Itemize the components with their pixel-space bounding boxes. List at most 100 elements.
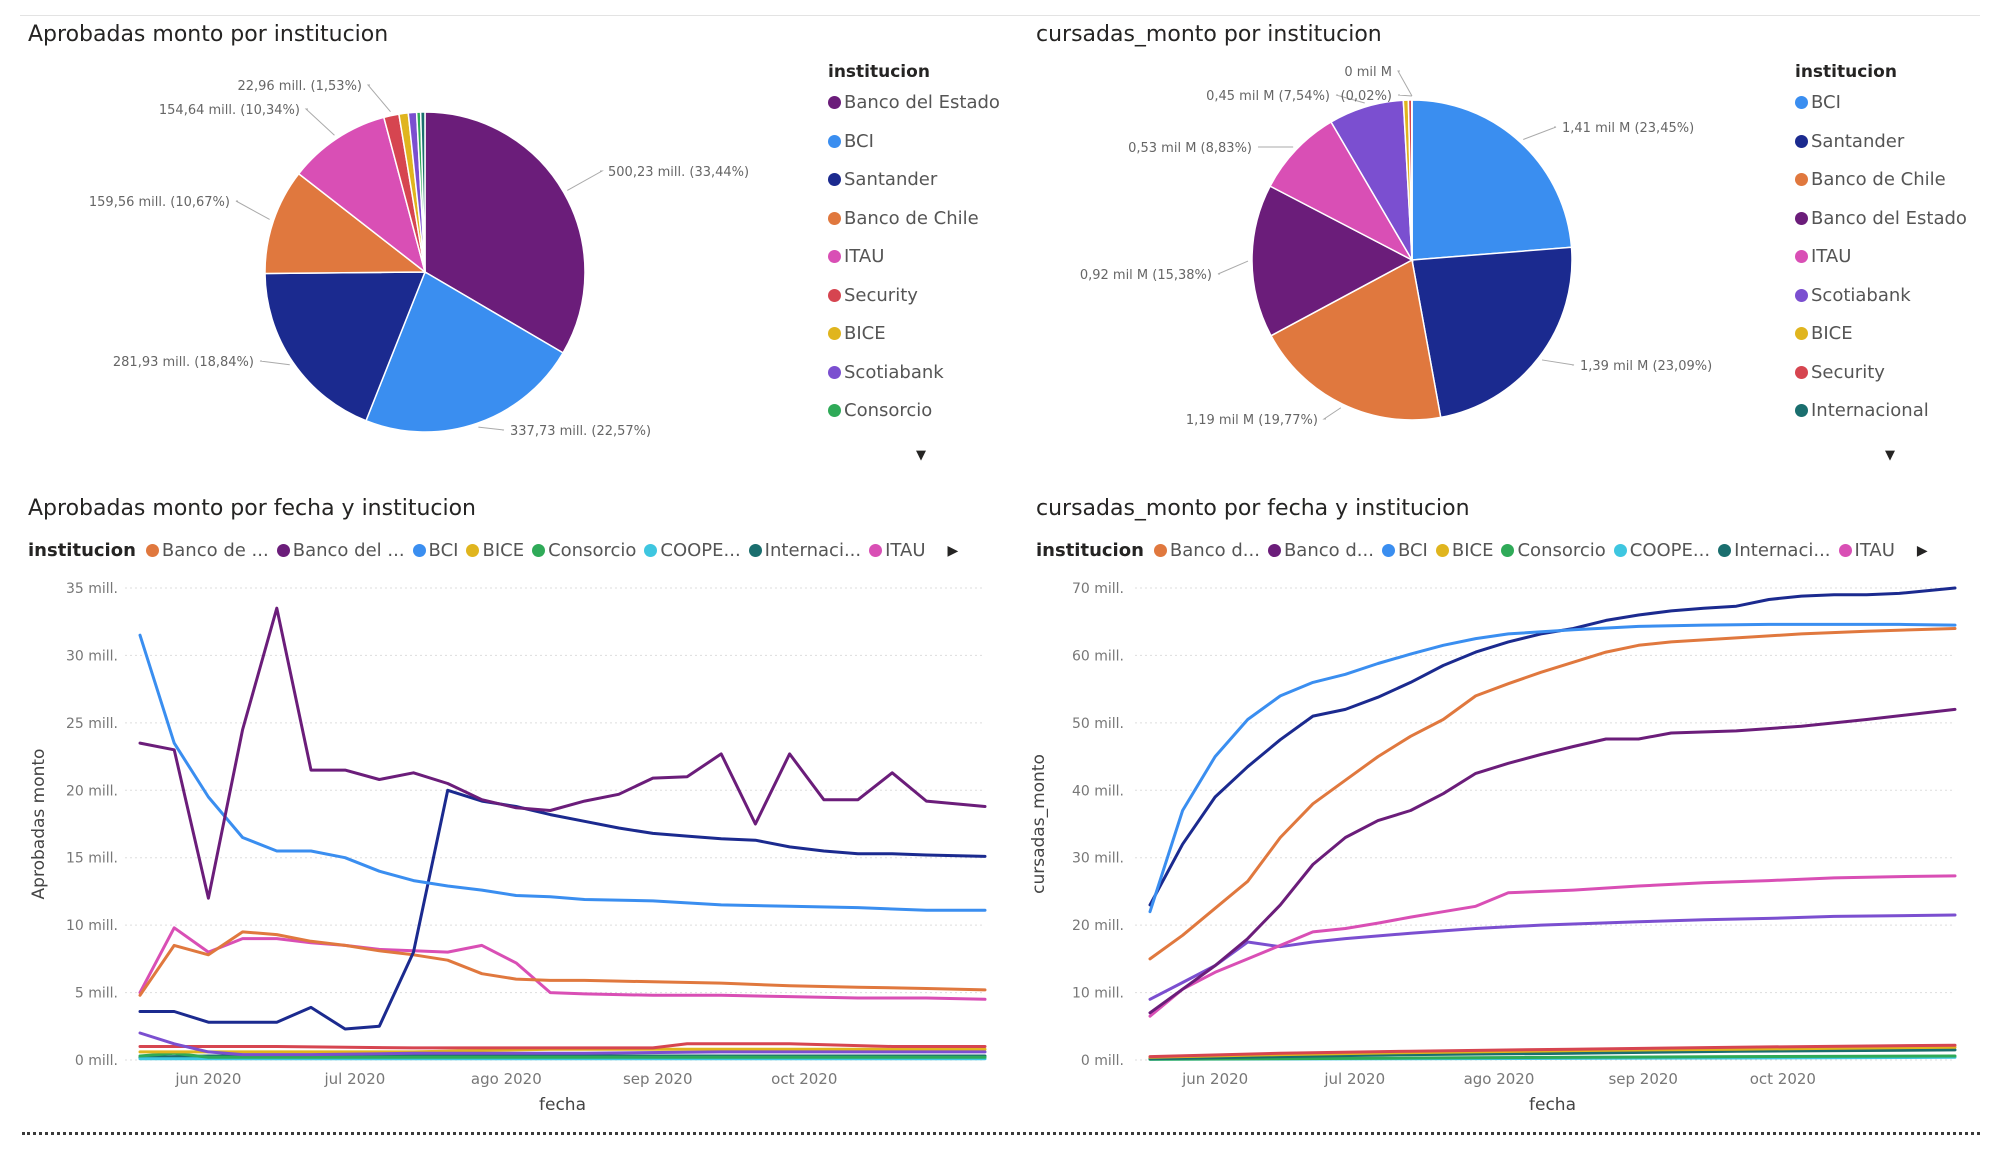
pie-data-label-banco-de-chile: 1,19 mil M (19,77%) bbox=[1186, 413, 1318, 428]
series-line-banco-del-estado[interactable] bbox=[1148, 707, 1957, 1015]
pie-chart-cursadas: 1,41 mil M (23,45%) 1,39 mil M (23,09%) 1,… bbox=[1080, 65, 1712, 428]
legend-scroll-down-icon[interactable]: ▼ bbox=[916, 448, 926, 463]
legend-item-banco-de-chile[interactable]: Banco de Chile bbox=[828, 208, 979, 229]
pie-leader-line bbox=[1397, 70, 1413, 97]
pie-slice-internacional[interactable] bbox=[419, 111, 426, 273]
legend-dot-icon bbox=[1795, 365, 1808, 379]
legend-item-label: Consorcio bbox=[844, 400, 933, 421]
chart-title-pie-cursadas: cursadas_monto por institucion bbox=[1036, 22, 1382, 47]
pie-slice-itau[interactable] bbox=[1269, 120, 1414, 262]
legend-item-bice[interactable]: BICE bbox=[828, 323, 886, 344]
series-line-itau[interactable] bbox=[138, 926, 987, 1001]
legend-item-label: Security bbox=[1811, 361, 1885, 383]
legend-item-bci[interactable]: BCI bbox=[1795, 92, 1841, 113]
legend-item-bice[interactable]: BICE bbox=[466, 540, 524, 561]
legend-item-itau[interactable]: ITAU bbox=[828, 246, 884, 267]
legend-item-santander[interactable]: Santander bbox=[1795, 131, 1904, 152]
legend-item-internaci[interactable]: Internaci... bbox=[748, 540, 861, 561]
legend-item-label: Banco de ... bbox=[161, 540, 269, 561]
pie-slice-banco-de-chile[interactable] bbox=[264, 172, 428, 275]
legend-item-label: ITAU bbox=[1854, 540, 1895, 561]
legend-item-banco-del-estado[interactable]: Banco del Estado bbox=[828, 92, 1000, 113]
pie-slice-bci[interactable] bbox=[365, 270, 565, 433]
legend-item-security[interactable]: Security bbox=[1795, 362, 1885, 383]
legend-item-banco-d[interactable]: Banco d... bbox=[1267, 540, 1374, 561]
legend-title: institucion bbox=[28, 540, 136, 561]
legend-item-itau[interactable]: ITAU bbox=[1795, 246, 1851, 267]
series-line-security[interactable] bbox=[1148, 1043, 1957, 1059]
series-line-internacional[interactable] bbox=[1148, 1048, 1957, 1061]
legend-item-santander[interactable]: Santander bbox=[828, 169, 937, 190]
legend-dot-icon bbox=[1795, 250, 1808, 263]
pie-slice-banco-de-chile[interactable] bbox=[1270, 258, 1442, 421]
legend-item-bice[interactable]: BICE bbox=[1435, 540, 1493, 561]
pie-slice-banco-del-estado[interactable] bbox=[424, 111, 586, 354]
series-line-banco-del-estado[interactable] bbox=[138, 606, 987, 900]
series-line-scotiabank[interactable] bbox=[1148, 913, 1957, 1001]
line-chart-aprobadas: 0 mill. 5 mill. 10 mill. 15 mill. 20 mill. 25… bbox=[29, 581, 987, 1115]
series-line-santander[interactable] bbox=[138, 788, 987, 1031]
legend-dot-icon bbox=[828, 211, 841, 225]
y-tick-label: 20 mill. bbox=[1072, 918, 1124, 934]
series-line-consorcio[interactable] bbox=[1148, 1054, 1957, 1061]
legend-dot-icon bbox=[828, 134, 841, 148]
legend-next-page-icon[interactable]: ▶ bbox=[947, 542, 959, 559]
pie-data-label-banco-del-estado: 500,23 mill. (33,44%) bbox=[608, 165, 749, 180]
legend-item-scotiabank[interactable]: Scotiabank bbox=[828, 362, 944, 383]
legend-item-banco-de-chile[interactable]: Banco de Chile bbox=[1795, 169, 1946, 190]
legend-dot-icon bbox=[828, 288, 841, 302]
pie-slice-santander[interactable] bbox=[1411, 246, 1573, 419]
pie-leader-line bbox=[1397, 94, 1412, 97]
legend-dot-icon bbox=[412, 544, 426, 557]
legend-item-bci[interactable]: BCI bbox=[828, 131, 874, 152]
series-line-bci[interactable] bbox=[138, 633, 987, 912]
series-line-banco-de-chile[interactable] bbox=[138, 930, 987, 997]
pie-data-label-internacional: (0,02%) bbox=[1341, 89, 1392, 104]
legend-item-banco-d[interactable]: Banco d... bbox=[1153, 540, 1260, 561]
legend-item-banco-del[interactable]: Banco del ... bbox=[276, 540, 405, 561]
pie-slice-bci[interactable] bbox=[1411, 99, 1573, 261]
legend-item-banco-de[interactable]: Banco de ... bbox=[145, 540, 269, 561]
legend-item-bci[interactable]: BCI bbox=[412, 540, 458, 561]
legend-item-internaci[interactable]: Internaci... bbox=[1718, 540, 1831, 561]
legend-item-bci[interactable]: BCI bbox=[1381, 540, 1428, 561]
legend-item-itau[interactable]: ITAU bbox=[1838, 540, 1895, 561]
pie-leader-line bbox=[1217, 260, 1249, 275]
legend-item-label: Banco de Chile bbox=[1811, 169, 1946, 190]
legend-item-label: Banco d... bbox=[1283, 540, 1374, 561]
legend-item-coope[interactable]: COOPE... bbox=[644, 540, 741, 561]
legend-item-security[interactable]: Security bbox=[828, 285, 918, 306]
pie-data-label-banco-del-estado: 0,92 mil M (15,38%) bbox=[1080, 268, 1212, 283]
x-tick-label: ago 2020 bbox=[1464, 1070, 1535, 1088]
y-tick-label: 70 mill. bbox=[1072, 581, 1124, 597]
legend-scroll-down-icon[interactable]: ▼ bbox=[1885, 448, 1895, 463]
pie-data-label-consorcio: 0 mil M bbox=[1344, 65, 1392, 80]
legend-next-page-icon[interactable]: ▶ bbox=[1916, 542, 1928, 559]
series-line-security[interactable] bbox=[138, 1042, 987, 1050]
legend-item-coope[interactable]: COOPE... bbox=[1613, 540, 1710, 561]
series-line-scotiabank[interactable] bbox=[138, 1031, 987, 1057]
legend-item-consorcio[interactable]: Consorcio bbox=[532, 540, 636, 561]
series-line-santander[interactable] bbox=[1148, 586, 1957, 907]
y-tick-label: 40 mill. bbox=[1072, 783, 1124, 799]
pie-leader-line bbox=[1335, 94, 1365, 104]
legend-item-consorcio[interactable]: Consorcio bbox=[1501, 540, 1606, 561]
legend-item-label: Banco del ... bbox=[292, 540, 405, 561]
chart-title-line-aprobadas: Aprobadas monto por fecha y institucion bbox=[28, 496, 477, 521]
pie-data-label-bci: 1,41 mil M (23,45%) bbox=[1562, 121, 1694, 136]
legend-item-consorcio[interactable]: Consorcio bbox=[828, 400, 932, 421]
legend-dot-icon bbox=[532, 544, 546, 557]
series-line-itau[interactable] bbox=[1148, 874, 1957, 1018]
legend-item-itau[interactable]: ITAU bbox=[869, 540, 926, 561]
legend-item-banco-del-estado[interactable]: Banco del Estado bbox=[1795, 208, 1967, 229]
series-line-banco-de-chile[interactable] bbox=[1148, 627, 1957, 961]
pie-legend-title: institucion bbox=[828, 62, 930, 82]
pie-slice-santander[interactable] bbox=[264, 271, 427, 422]
legend-item-scotiabank[interactable]: Scotiabank bbox=[1795, 285, 1911, 306]
series-line-bci[interactable] bbox=[1148, 622, 1957, 914]
legend-item-label: Consorcio bbox=[1517, 540, 1606, 561]
legend-item-bice[interactable]: BICE bbox=[1795, 323, 1853, 344]
pie-slice-banco-del-estado[interactable] bbox=[1251, 185, 1414, 337]
legend-item-internacional[interactable]: Internacional bbox=[1795, 400, 1929, 421]
legend-dot-icon bbox=[1501, 544, 1515, 557]
